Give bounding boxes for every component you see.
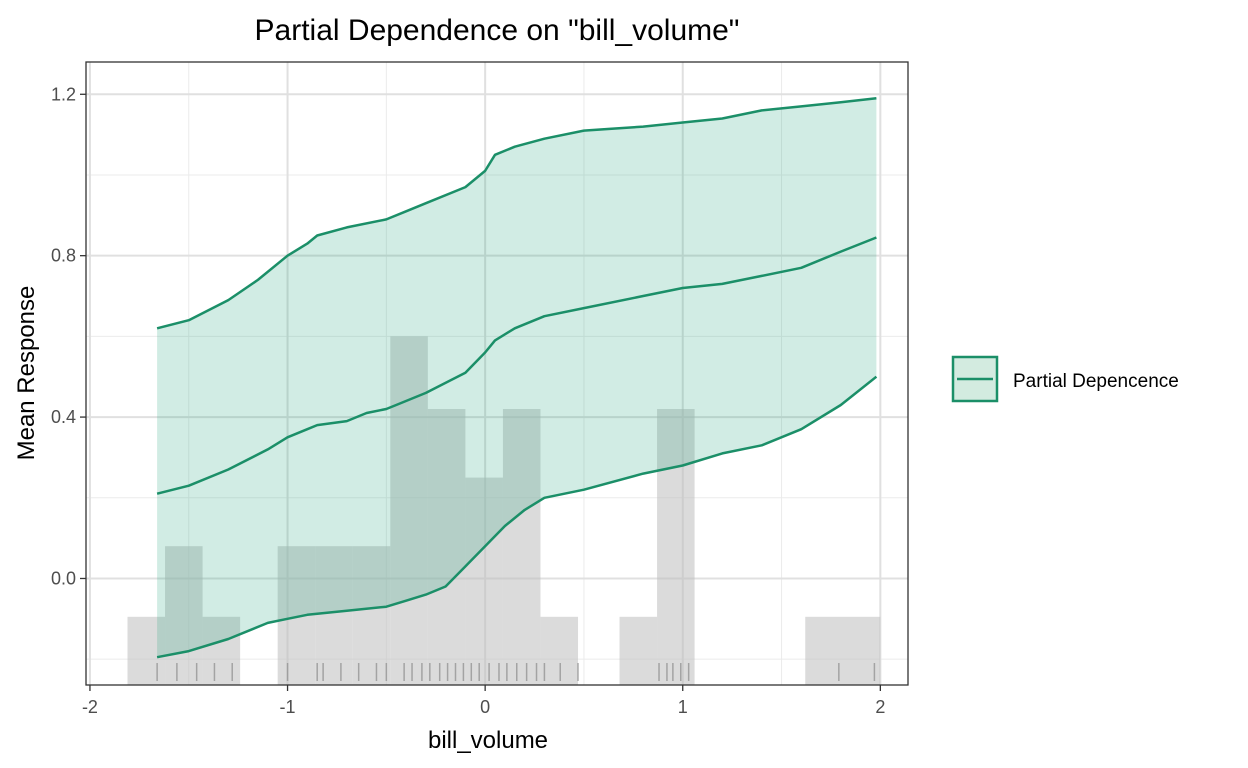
pd-lines [156,97,878,659]
histogram-bar [352,546,391,685]
y-axis-title: Mean Response [13,286,40,461]
lower-bound-line [156,375,878,659]
x-tick-label: 1 [678,697,688,717]
ci-ribbon [157,98,877,658]
y-tick-label: 0.0 [51,568,76,588]
legend-label: Partial Depencence [1013,371,1179,392]
x-axis-title: bill_volume [428,727,548,754]
histogram-bar [427,409,466,685]
histogram-bar [465,477,503,685]
upper-bound-line [156,97,877,330]
legend: Partial Depencence [951,355,1179,403]
histogram [127,336,881,685]
histogram-bar [805,616,881,685]
rug-marks [156,663,876,681]
y-tick-label: 1.2 [51,84,76,104]
x-tick-label: -2 [82,697,98,717]
x-tick-label: 0 [480,697,490,717]
histogram-bar [657,409,695,685]
confidence-ribbon [157,98,877,658]
histogram-bar [127,616,166,685]
histogram-bar [540,616,579,685]
partial-dependence-line [156,236,877,495]
histogram-bar [165,546,203,685]
histogram-bar [502,409,541,685]
plot-border [85,61,909,686]
x-tick-label: 2 [875,697,885,717]
histogram-bar [202,616,241,685]
y-axis: 0.0 0.4 0.8 1.2 [51,84,86,588]
x-tick-label: -1 [280,697,296,717]
chart-title: Partial Dependence on "bill_volume" [255,14,740,47]
x-axis: -2 -1 0 1 2 [82,685,885,717]
y-tick-label: 0.4 [51,407,76,427]
histogram-bar [619,616,658,685]
y-tick-label: 0.8 [51,246,76,266]
histogram-bar [315,546,353,685]
